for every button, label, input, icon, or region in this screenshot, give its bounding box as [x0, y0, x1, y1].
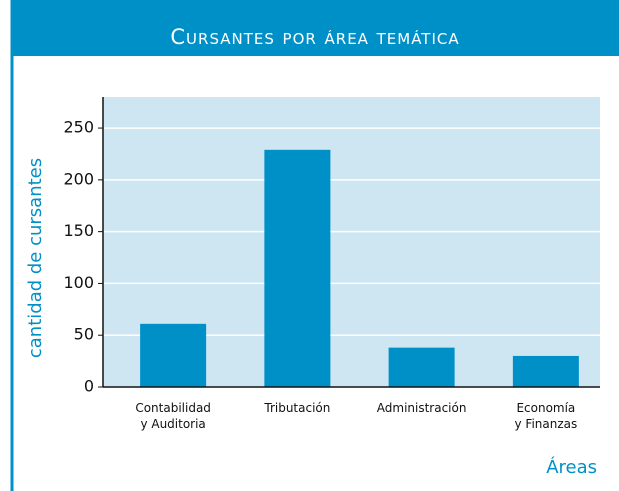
chart-title: Cursantes por área temática [170, 25, 459, 49]
bar [388, 347, 455, 387]
y-tick-label: 150 [63, 221, 94, 240]
header-band [11, 0, 619, 56]
x-tick-label: Contabilidad y Auditoria [135, 401, 211, 431]
y-tick-label: 250 [63, 118, 94, 137]
x-tick-label: Tributación [264, 401, 331, 415]
x-tick-label: Administración [376, 401, 467, 415]
y-tick-label: 200 [63, 169, 94, 188]
bar [264, 149, 331, 387]
x-tick-label: Economía y Finanzas [514, 401, 578, 431]
y-axis-label: cantidad de cursantes [25, 158, 46, 358]
bar [512, 355, 579, 387]
y-tick-label: 100 [63, 273, 94, 292]
x-axis-label: Áreas [546, 456, 597, 478]
y-tick-label: 0 [84, 377, 94, 396]
bar [140, 323, 207, 387]
y-tick-label: 50 [74, 325, 94, 344]
